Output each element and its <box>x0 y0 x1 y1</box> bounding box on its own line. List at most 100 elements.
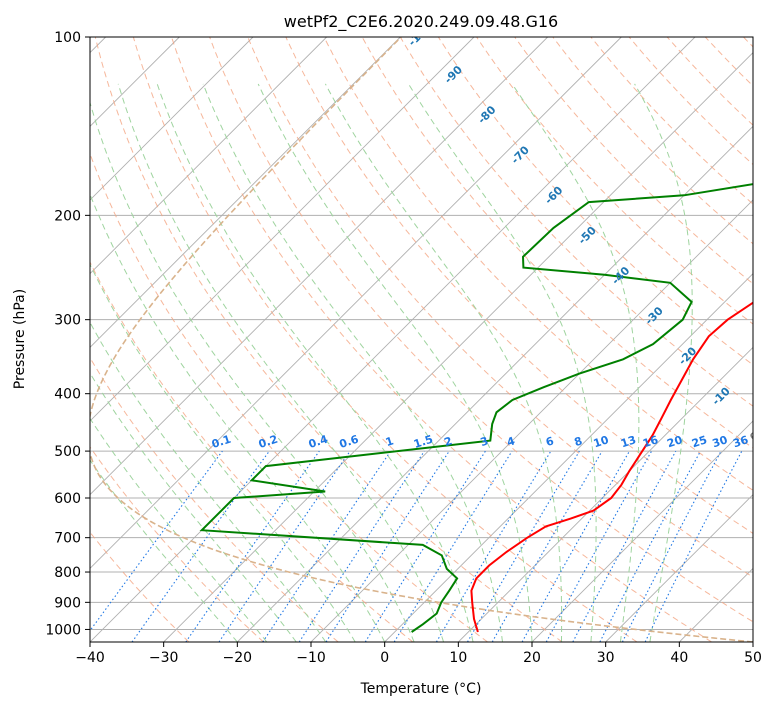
mixing-ratio-line <box>467 450 580 642</box>
y-tick-label: 200 <box>54 208 81 224</box>
dry-adiabat-label: -80 <box>475 103 498 126</box>
dry-adiabat <box>552 37 753 245</box>
mixing-ratio-label: 0.2 <box>257 433 280 451</box>
mixing-ratio-label: 13 <box>619 433 638 450</box>
y-tick-label: 500 <box>54 444 81 460</box>
mixing-ratio-label: 20 <box>665 433 684 450</box>
dry-adiabat <box>285 37 753 535</box>
mixing-ratio-line <box>218 450 351 642</box>
mixing-ratio-label: 0.6 <box>338 432 361 450</box>
dry-adiabat-label: -10 <box>710 384 733 407</box>
dry-adiabat <box>90 152 488 642</box>
moist-adiabat <box>324 83 563 642</box>
moist-adiabat <box>408 83 597 642</box>
y-tick-label: 700 <box>54 531 81 547</box>
dry-adiabat <box>590 37 753 205</box>
moist-adiabat <box>90 263 356 642</box>
y-tick-label: 400 <box>54 387 81 403</box>
y-tick-label: 100 <box>54 30 81 46</box>
mixing-ratio-label: 10 <box>592 433 611 450</box>
mixing-ratio-line <box>325 450 450 642</box>
dry-adiabat <box>132 37 638 642</box>
moist-adiabat <box>90 372 297 642</box>
isotherm-line <box>237 125 753 642</box>
dry-adiabat-label: 0 <box>747 429 762 444</box>
dry-adiabat <box>323 37 753 491</box>
isotherm-line <box>90 37 696 642</box>
dewpoint-line <box>199 183 753 633</box>
isotherm-line <box>90 37 548 496</box>
dry-adiabat-label: -70 <box>509 143 532 166</box>
y-tick-label: 900 <box>54 595 81 611</box>
mixing-ratio-line <box>262 450 392 642</box>
dry-adiabat-label: -30 <box>643 304 666 327</box>
y-axis: 1000 900 800 700 600 500 400 300 200 100 <box>45 30 90 638</box>
mixing-ratio-line <box>545 450 653 642</box>
dry-adiabat-label: -60 <box>542 183 565 206</box>
moist-adiabat <box>156 83 474 642</box>
mixing-ratio-label: 16 <box>641 433 660 450</box>
dry-adiabat <box>514 37 753 285</box>
dry-adiabat-label: -50 <box>576 224 599 247</box>
moist-adiabat <box>90 321 327 642</box>
y-tick-label: 1000 <box>45 622 81 638</box>
mixing-ratio-line <box>393 450 513 642</box>
moist-adiabat <box>90 193 386 642</box>
dry-adiabat <box>90 260 414 642</box>
mixing-ratio-line <box>90 450 223 632</box>
x-tick-label: 0 <box>380 650 389 666</box>
dry-adiabat-label: -90 <box>442 63 465 86</box>
dry-adiabat <box>666 37 753 126</box>
moist-adiabat <box>202 83 503 642</box>
moist-adiabat <box>90 417 268 642</box>
mixing-ratio-label: 0.1 <box>210 433 233 451</box>
profile-series <box>199 183 753 633</box>
moist-adiabat <box>634 83 693 642</box>
chart-title: wetPf2_C2E6.2020.249.09.48.G16 <box>284 12 558 32</box>
isotherm-line <box>458 346 753 642</box>
dry-adiabat <box>437 37 753 366</box>
mixing-ratio-label: 8 <box>573 434 584 449</box>
moist-adiabat <box>511 83 640 642</box>
isotherm-line <box>752 641 753 642</box>
mixing-ratio-label: 1 <box>384 434 395 449</box>
x-tick-label: −30 <box>149 650 179 666</box>
x-tick-label: 40 <box>670 650 688 666</box>
mixing-ratio-label: 6 <box>544 434 556 449</box>
isotherm-line <box>384 273 753 642</box>
y-tick-label: 300 <box>54 313 81 329</box>
y-tick-label: 600 <box>54 491 81 507</box>
dry-adiabat-label: -40 <box>609 264 632 287</box>
isotherm-line <box>90 37 254 201</box>
x-axis-label: Temperature (°C) <box>360 681 482 697</box>
dry-adiabat <box>209 37 753 623</box>
background-lines <box>90 37 753 642</box>
temperature-line <box>470 301 753 633</box>
mixing-ratio-label: 2 <box>443 434 454 449</box>
dry-adiabat <box>247 37 753 578</box>
mixing-ratio-label: 1.5 <box>412 433 435 451</box>
dry-adiabat <box>171 37 712 642</box>
y-axis-label: Pressure (hPa) <box>12 289 28 389</box>
dry-adiabat <box>628 37 753 166</box>
x-tick-label: −20 <box>223 650 253 666</box>
x-axis: −40 −30 −20 −10 0 10 20 30 40 50 <box>75 642 762 666</box>
mixing-ratio-line <box>599 450 701 642</box>
dry-adiabat <box>90 531 190 642</box>
mixing-ratio-line <box>521 450 630 642</box>
isotherm-line <box>90 37 622 569</box>
dry-adiabat-label: -100 <box>406 20 435 49</box>
isotherm-line <box>90 37 401 348</box>
dry-adiabat <box>90 356 339 642</box>
x-tick-label: −10 <box>296 650 326 666</box>
moist-adiabat <box>90 459 238 642</box>
mixing-ratio-line <box>185 450 320 642</box>
dry-adiabat <box>90 446 264 642</box>
dry-adiabat <box>361 37 753 449</box>
mixing-ratio-label: 4 <box>505 434 517 449</box>
moist-adiabat <box>90 100 415 642</box>
isotherm-line <box>605 494 753 642</box>
isotherm-line <box>679 567 753 642</box>
plot-frame <box>89 36 754 643</box>
